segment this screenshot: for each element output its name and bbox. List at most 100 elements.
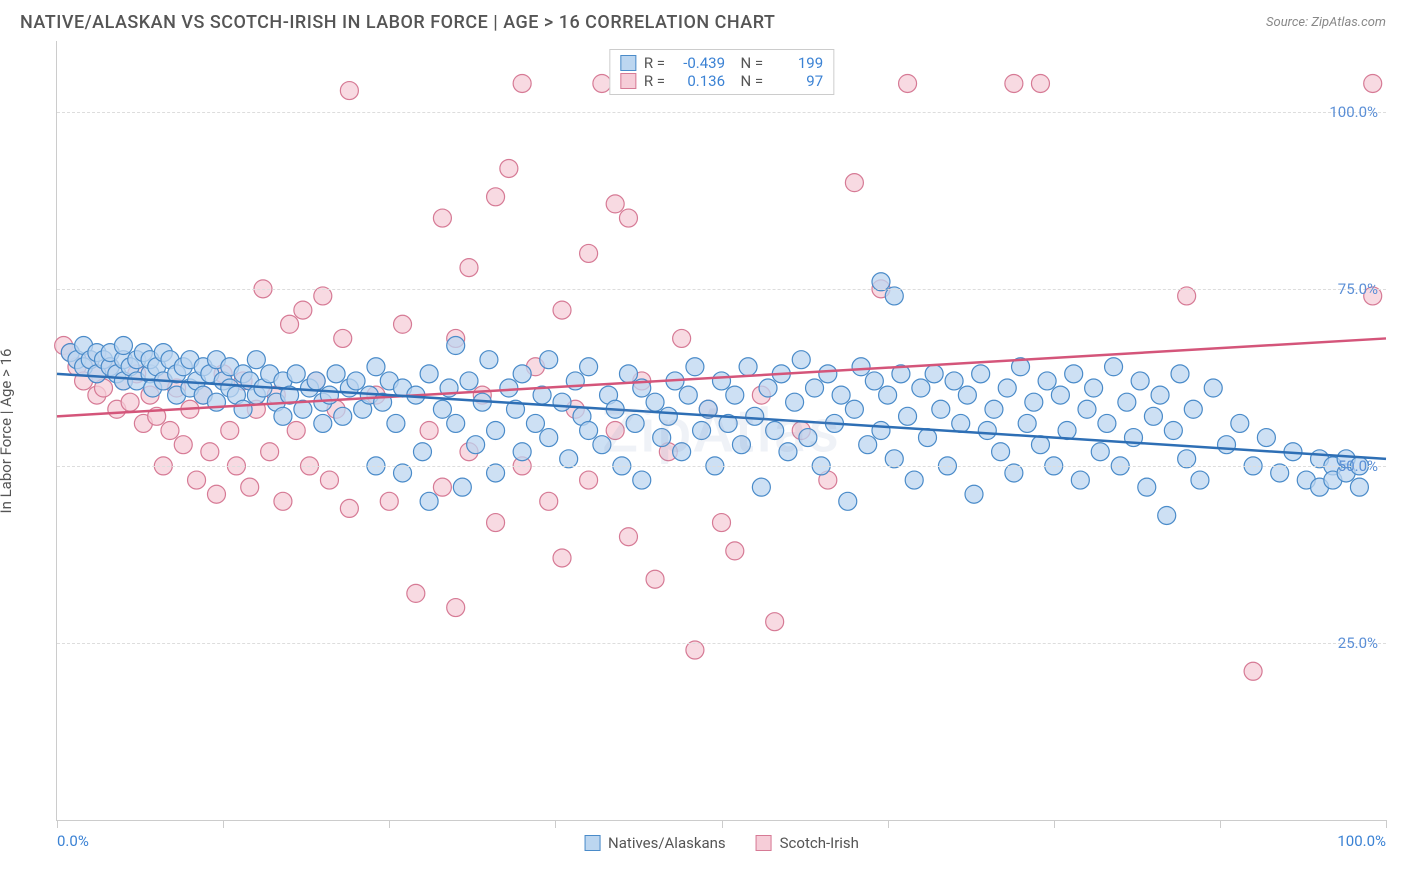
data-point	[786, 393, 804, 411]
data-point	[1131, 372, 1149, 390]
data-point	[580, 244, 598, 262]
data-point	[992, 443, 1010, 461]
data-point	[726, 386, 744, 404]
data-point	[1350, 478, 1368, 496]
data-point	[1364, 74, 1382, 92]
plot-area: ZipAtlas R = -0.439 N = 199 R = 0.136 N …	[56, 41, 1386, 821]
data-point	[540, 429, 558, 447]
x-tick	[888, 820, 889, 828]
data-point	[467, 436, 485, 454]
source-label: Source: ZipAtlas.com	[1266, 15, 1386, 30]
data-point	[879, 386, 897, 404]
data-point	[693, 422, 711, 440]
x-axis-right-label: 100.0%	[1337, 832, 1386, 850]
y-axis-title: In Labor Force | Age > 16	[0, 349, 15, 514]
data-point	[513, 443, 531, 461]
data-point	[447, 337, 465, 355]
legend-row-natives: R = -0.439 N = 199	[620, 54, 823, 72]
data-point	[872, 422, 890, 440]
legend-row-scotch: R = 0.136 N = 97	[620, 72, 823, 90]
data-point	[1151, 386, 1169, 404]
data-point	[307, 372, 325, 390]
data-point	[686, 358, 704, 376]
gridline	[57, 289, 1386, 290]
x-tick	[555, 820, 556, 828]
data-point	[633, 471, 651, 489]
data-point	[646, 570, 664, 588]
legend-item-natives: Natives/Alaskans	[584, 834, 726, 852]
data-point	[314, 414, 332, 432]
data-point	[334, 407, 352, 425]
data-point	[433, 478, 451, 496]
gridline	[57, 643, 1386, 644]
swatch-natives	[620, 55, 636, 71]
data-point	[1184, 400, 1202, 418]
data-point	[626, 414, 644, 432]
data-point	[1031, 74, 1049, 92]
data-point	[114, 337, 132, 355]
data-point	[1191, 471, 1209, 489]
legend-swatch-natives	[584, 835, 600, 851]
data-point	[281, 315, 299, 333]
data-point	[420, 365, 438, 383]
data-point	[580, 422, 598, 440]
data-point	[1257, 429, 1275, 447]
data-point	[899, 74, 917, 92]
data-point	[653, 429, 671, 447]
y-tick-label: 100.0%	[1329, 103, 1378, 121]
data-point	[453, 478, 471, 496]
chart-container: In Labor Force | Age > 16 ZipAtlas R = -…	[20, 41, 1386, 821]
data-point	[766, 422, 784, 440]
data-point	[1138, 478, 1156, 496]
data-point	[1218, 436, 1236, 454]
data-point	[161, 422, 179, 440]
data-point	[487, 514, 505, 532]
data-point	[294, 301, 312, 319]
data-point	[234, 400, 252, 418]
data-point	[1025, 393, 1043, 411]
data-point	[407, 584, 425, 602]
data-point	[327, 365, 345, 383]
data-point	[606, 422, 624, 440]
data-point	[1038, 372, 1056, 390]
data-point	[1071, 471, 1089, 489]
data-point	[320, 471, 338, 489]
data-point	[334, 329, 352, 347]
data-point	[845, 174, 863, 192]
chart-title: NATIVE/ALASKAN VS SCOTCH-IRISH IN LABOR …	[20, 12, 775, 33]
data-point	[965, 485, 983, 503]
data-point	[274, 407, 292, 425]
data-point	[739, 358, 757, 376]
data-point	[713, 372, 731, 390]
data-point	[659, 407, 677, 425]
data-point	[553, 301, 571, 319]
y-tick-label: 50.0%	[1338, 457, 1378, 475]
data-point	[553, 549, 571, 567]
data-point	[487, 422, 505, 440]
data-point	[1005, 74, 1023, 92]
data-point	[513, 74, 531, 92]
data-point	[287, 422, 305, 440]
data-point	[779, 443, 797, 461]
data-point	[201, 443, 219, 461]
n-value-scotch: 97	[771, 72, 823, 90]
data-point	[261, 443, 279, 461]
data-point	[619, 365, 637, 383]
data-point	[852, 358, 870, 376]
series-legend: Natives/Alaskans Scotch-Irish	[584, 834, 859, 852]
data-point	[985, 400, 1003, 418]
data-point	[247, 351, 265, 369]
data-point	[500, 379, 518, 397]
data-point	[1231, 414, 1249, 432]
n-label: N =	[733, 72, 763, 90]
data-point	[845, 400, 863, 418]
data-point	[619, 528, 637, 546]
r-label: R =	[644, 72, 665, 90]
data-point	[553, 393, 571, 411]
data-point	[174, 436, 192, 454]
data-point	[241, 478, 259, 496]
data-point	[413, 443, 431, 461]
x-tick	[57, 820, 58, 828]
data-point	[1018, 414, 1036, 432]
data-point	[1065, 365, 1083, 383]
